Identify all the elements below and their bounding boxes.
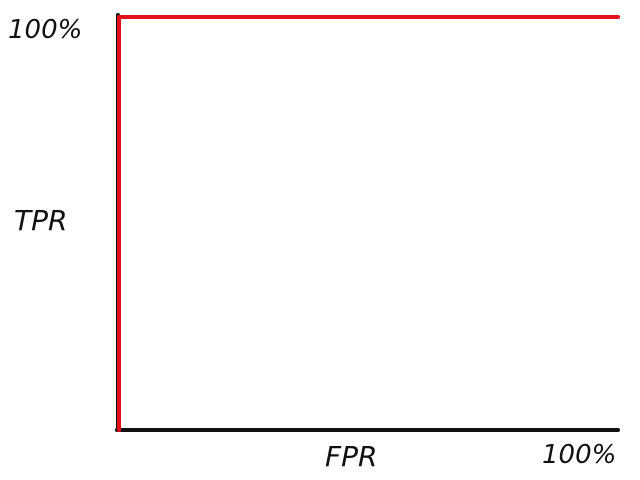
x-axis-label: FPR — [325, 440, 377, 473]
axes — [115, 13, 620, 432]
series-layer — [117, 15, 620, 432]
roc-curve-line — [117, 15, 620, 432]
x-axis-max-tick: 100% — [542, 440, 616, 470]
y-axis-label: TPR — [14, 204, 67, 237]
y-axis-max-tick: 100% — [8, 15, 82, 45]
